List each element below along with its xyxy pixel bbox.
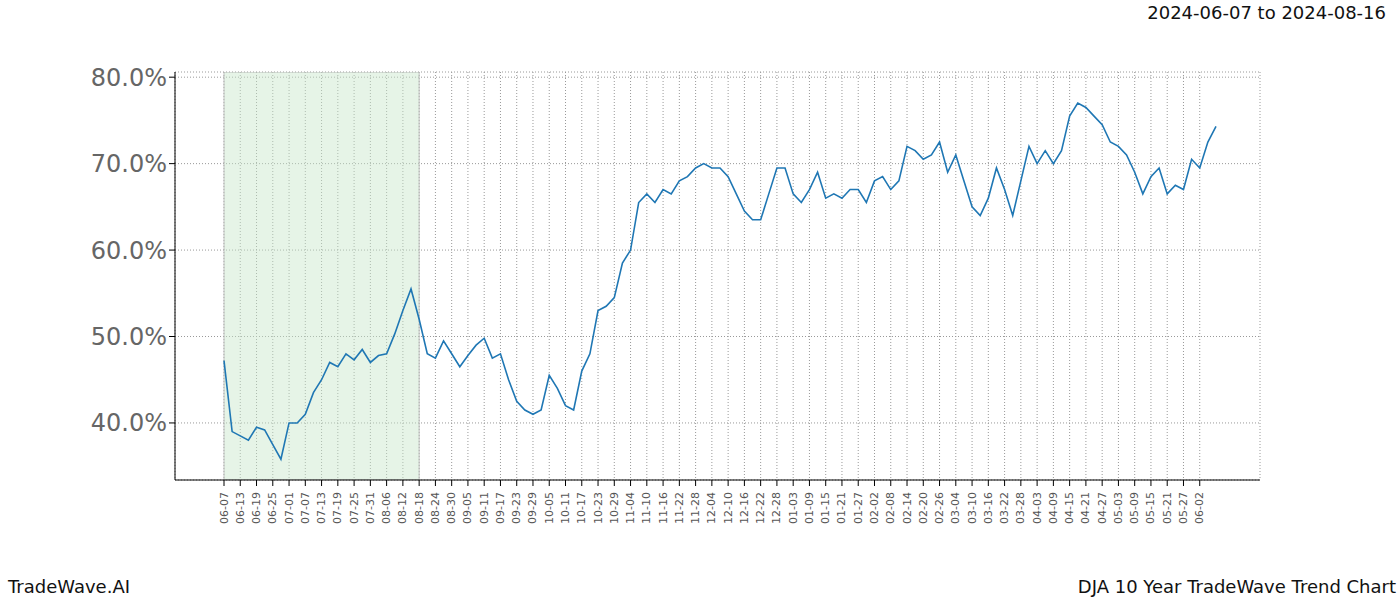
svg-text:10-29: 10-29 bbox=[608, 492, 621, 524]
svg-text:40.0%: 40.0% bbox=[91, 409, 167, 437]
svg-text:80.0%: 80.0% bbox=[91, 64, 167, 92]
svg-text:09-29: 09-29 bbox=[526, 492, 539, 524]
svg-text:03-16: 03-16 bbox=[982, 492, 995, 524]
svg-text:07-25: 07-25 bbox=[348, 492, 361, 524]
html-text:TradeWave.AI: TradeWave.AI bbox=[8, 576, 130, 597]
svg-text:10-11: 10-11 bbox=[559, 492, 572, 524]
svg-text:05-27: 05-27 bbox=[1177, 492, 1190, 524]
svg-text:08-30: 08-30 bbox=[445, 492, 458, 524]
svg-text:09-05: 09-05 bbox=[461, 492, 474, 524]
svg-text:08-12: 08-12 bbox=[396, 492, 409, 524]
svg-text:01-21: 01-21 bbox=[835, 492, 848, 524]
svg-text:07-13: 07-13 bbox=[315, 492, 328, 524]
svg-text:11-10: 11-10 bbox=[640, 492, 653, 524]
svg-text:06-19: 06-19 bbox=[250, 492, 263, 524]
svg-text:08-06: 08-06 bbox=[380, 492, 393, 524]
svg-text:05-09: 05-09 bbox=[1128, 492, 1141, 524]
svg-text:03-22: 03-22 bbox=[998, 492, 1011, 524]
svg-text:07-07: 07-07 bbox=[299, 492, 312, 524]
svg-text:04-27: 04-27 bbox=[1096, 492, 1109, 524]
svg-text:09-17: 09-17 bbox=[494, 492, 507, 524]
html-text:2024-06-07 to 2024-08-16: 2024-06-07 to 2024-08-16 bbox=[1147, 2, 1386, 23]
svg-text:12-22: 12-22 bbox=[754, 492, 767, 524]
svg-text:01-15: 01-15 bbox=[819, 492, 832, 524]
svg-text:11-28: 11-28 bbox=[689, 492, 702, 524]
svg-text:11-16: 11-16 bbox=[657, 492, 670, 524]
svg-text:06-13: 06-13 bbox=[234, 492, 247, 524]
svg-text:02-08: 02-08 bbox=[884, 492, 897, 524]
svg-text:10-05: 10-05 bbox=[543, 492, 556, 524]
svg-text:12-28: 12-28 bbox=[770, 492, 783, 524]
svg-text:03-10: 03-10 bbox=[966, 492, 979, 524]
svg-text:02-14: 02-14 bbox=[901, 492, 914, 524]
svg-text:06-02: 06-02 bbox=[1193, 492, 1206, 524]
html-text:DJA 10 Year TradeWave Trend Ch: DJA 10 Year TradeWave Trend Chart bbox=[1077, 576, 1396, 597]
svg-text:04-09: 04-09 bbox=[1047, 492, 1060, 524]
svg-text:05-03: 05-03 bbox=[1112, 492, 1125, 524]
svg-text:02-26: 02-26 bbox=[933, 492, 946, 524]
svg-text:12-10: 12-10 bbox=[722, 492, 735, 524]
svg-text:50.0%: 50.0% bbox=[91, 323, 167, 351]
svg-text:09-23: 09-23 bbox=[510, 492, 523, 524]
svg-text:05-15: 05-15 bbox=[1144, 492, 1157, 524]
svg-text:11-22: 11-22 bbox=[673, 492, 686, 524]
svg-text:70.0%: 70.0% bbox=[91, 150, 167, 178]
svg-text:07-19: 07-19 bbox=[331, 492, 344, 524]
svg-text:60.0%: 60.0% bbox=[91, 237, 167, 265]
svg-text:04-03: 04-03 bbox=[1031, 492, 1044, 524]
svg-text:05-21: 05-21 bbox=[1161, 492, 1174, 524]
svg-text:08-18: 08-18 bbox=[413, 492, 426, 524]
svg-text:08-24: 08-24 bbox=[429, 492, 442, 524]
svg-text:04-15: 04-15 bbox=[1063, 492, 1076, 524]
svg-text:09-11: 09-11 bbox=[478, 492, 491, 524]
svg-text:12-16: 12-16 bbox=[738, 492, 751, 524]
svg-text:12-04: 12-04 bbox=[705, 492, 718, 524]
svg-text:02-02: 02-02 bbox=[868, 492, 881, 524]
svg-text:01-09: 01-09 bbox=[803, 492, 816, 524]
svg-text:04-21: 04-21 bbox=[1079, 492, 1092, 524]
svg-text:03-28: 03-28 bbox=[1014, 492, 1027, 524]
svg-text:03-04: 03-04 bbox=[949, 492, 962, 524]
svg-text:10-17: 10-17 bbox=[575, 492, 588, 524]
svg-text:10-23: 10-23 bbox=[592, 492, 605, 524]
svg-text:01-27: 01-27 bbox=[852, 492, 865, 524]
svg-text:07-01: 07-01 bbox=[283, 492, 296, 524]
svg-text:11-04: 11-04 bbox=[624, 492, 637, 524]
svg-text:06-07: 06-07 bbox=[218, 492, 231, 524]
svg-text:07-31: 07-31 bbox=[364, 492, 377, 524]
svg-text:01-03: 01-03 bbox=[787, 492, 800, 524]
svg-text:06-25: 06-25 bbox=[266, 492, 279, 524]
svg-text:02-20: 02-20 bbox=[917, 492, 930, 524]
